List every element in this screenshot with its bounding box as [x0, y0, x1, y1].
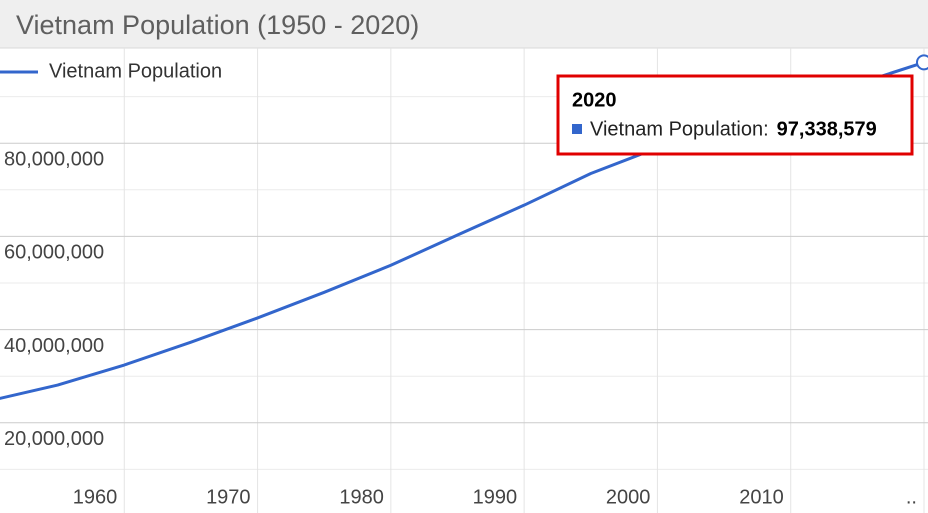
tooltip-value: 97,338,579 [777, 118, 877, 140]
x-tick-label: 1970 [206, 486, 251, 508]
x-tick-label: .. [906, 486, 917, 508]
y-tick-label: 60,000,000 [4, 242, 104, 264]
tooltip: 2020 Vietnam Population: 97,338,579 [556, 74, 914, 156]
tooltip-box [556, 74, 914, 156]
tooltip-title: 2020 [572, 89, 617, 111]
tooltip-swatch [572, 124, 582, 134]
x-tick-label: 1980 [339, 486, 384, 508]
y-tick-label: 20,000,000 [4, 428, 104, 450]
title-bar [0, 0, 928, 48]
tooltip-label: Vietnam Population: [590, 118, 769, 140]
legend-label: Vietnam Population [49, 60, 222, 82]
x-tick-label: 1960 [73, 486, 118, 508]
x-tick-label: 1990 [473, 486, 518, 508]
y-tick-label: 80,000,000 [4, 148, 104, 170]
y-tick-label: 40,000,000 [4, 335, 104, 357]
x-tick-label: 2000 [606, 486, 651, 508]
x-tick-label: 2010 [739, 486, 784, 508]
chart-title: Vietnam Population (1950 - 2020) [16, 10, 419, 40]
hover-point [916, 54, 928, 71]
